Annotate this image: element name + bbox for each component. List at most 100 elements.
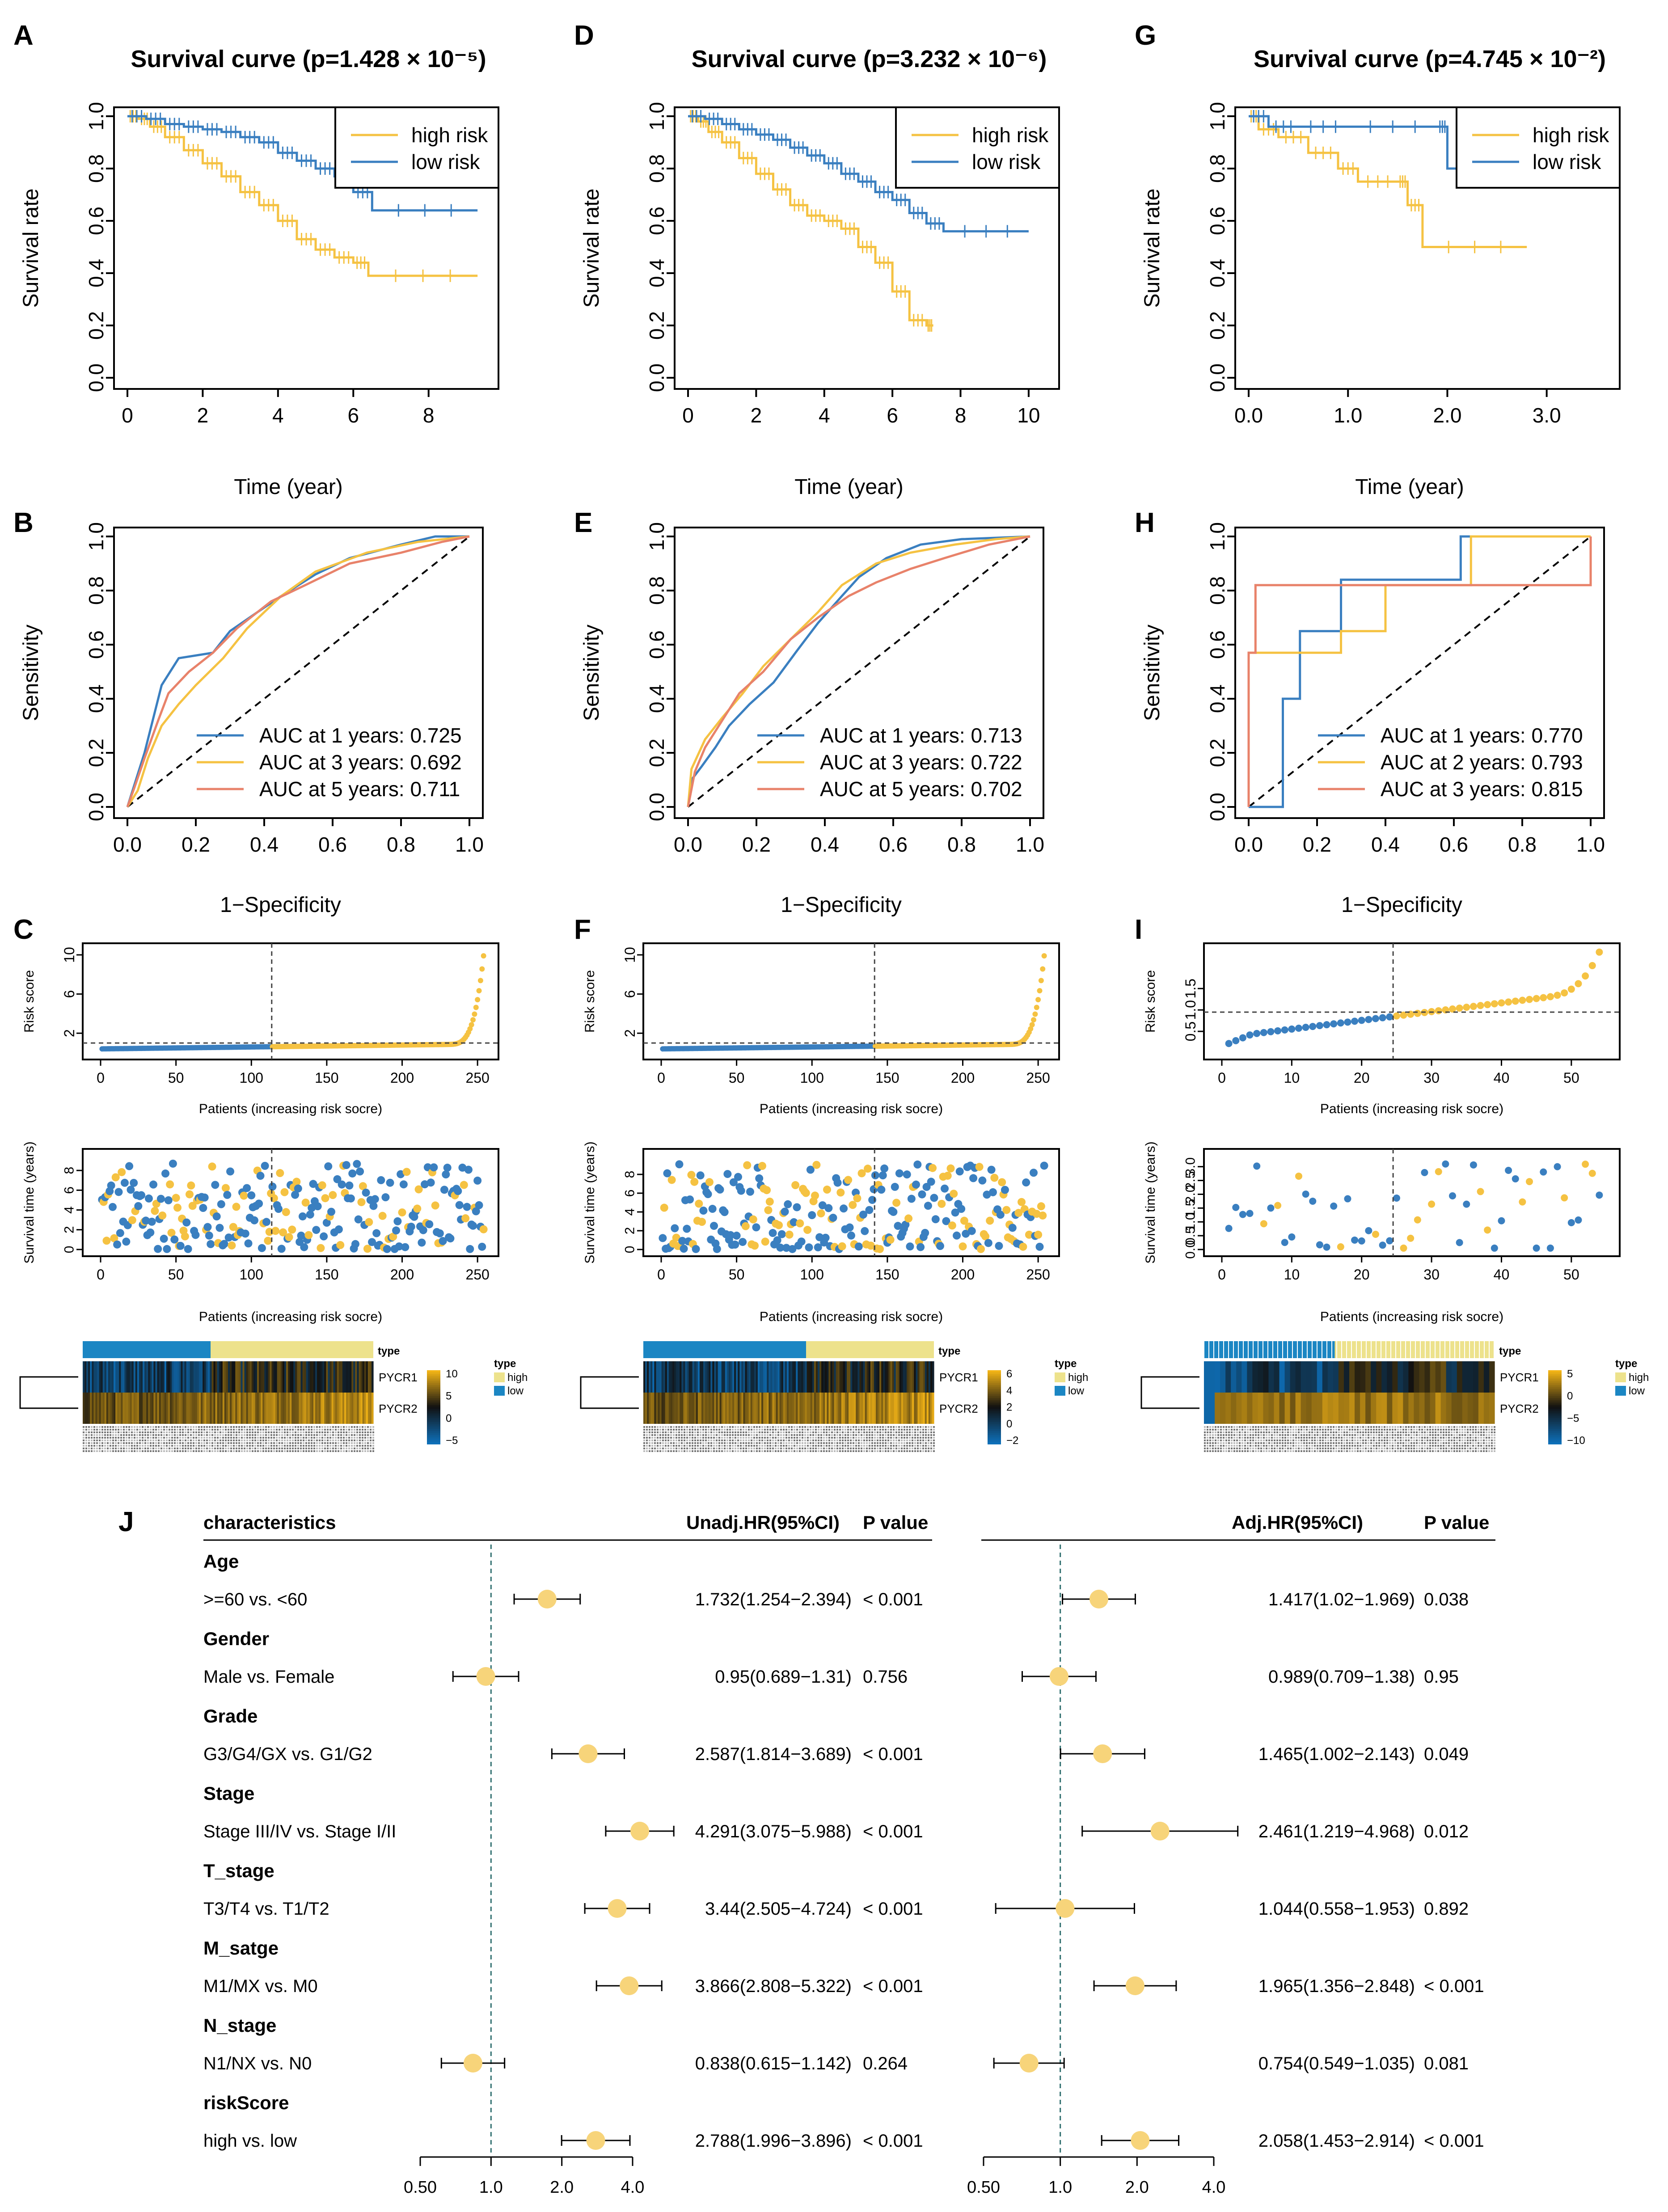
heat-cell xyxy=(135,1393,138,1424)
heat-cell xyxy=(1322,1361,1328,1393)
sample-name-glyph xyxy=(901,1445,903,1447)
sample-name-glyph xyxy=(1223,1429,1225,1431)
sample-name-glyph xyxy=(190,1448,192,1449)
heat-cell xyxy=(905,1393,907,1424)
sample-name-glyph xyxy=(343,1426,345,1428)
high-risk-curve xyxy=(1249,115,1527,248)
sample-name-glyph xyxy=(692,1431,693,1433)
heat-cell xyxy=(692,1393,695,1424)
sample-name-glyph xyxy=(1376,1426,1377,1428)
sample-name-glyph xyxy=(785,1450,787,1452)
heat-cell xyxy=(649,1361,651,1393)
heat-cell xyxy=(291,1361,294,1393)
sample-name-glyph xyxy=(1271,1429,1273,1431)
sample-name-glyph xyxy=(925,1426,927,1428)
sample-name-glyph xyxy=(1429,1426,1431,1428)
sample-name-glyph xyxy=(737,1448,739,1449)
risk-point xyxy=(1295,1024,1302,1032)
survival-point xyxy=(1267,1204,1275,1212)
sample-name-glyph xyxy=(654,1439,656,1441)
risk-point xyxy=(1253,1030,1261,1037)
sample-name-glyph xyxy=(724,1429,726,1431)
sample-name-glyph xyxy=(134,1445,135,1447)
sample-name-glyph xyxy=(179,1439,181,1441)
sample-name-glyph xyxy=(729,1434,731,1436)
km-title: Survival curve (p=3.232 × 10⁻⁶) xyxy=(692,46,1047,72)
sample-name-glyph xyxy=(689,1439,691,1441)
sample-name-glyph xyxy=(1314,1426,1316,1428)
y-tick-label: 2 xyxy=(622,1029,638,1037)
heat-cell xyxy=(907,1361,909,1393)
survival-point xyxy=(1463,1200,1470,1208)
survival-point xyxy=(357,1198,366,1207)
sample-name-glyph xyxy=(818,1445,819,1447)
heat-cell xyxy=(293,1361,296,1393)
sample-name-glyph xyxy=(705,1450,707,1452)
sample-name-glyph xyxy=(925,1439,927,1441)
sample-name-glyph xyxy=(815,1437,817,1439)
heat-cell xyxy=(697,1393,700,1424)
sample-name-glyph xyxy=(737,1434,739,1436)
sample-name-glyph xyxy=(152,1442,154,1444)
survival-point xyxy=(111,1173,120,1182)
sample-name-glyph xyxy=(214,1437,216,1439)
sample-name-glyph xyxy=(112,1439,114,1441)
sample-name-glyph xyxy=(748,1445,750,1447)
risk-point xyxy=(1449,1005,1456,1013)
sample-name-glyph xyxy=(252,1439,253,1441)
sample-name-glyph xyxy=(171,1426,173,1428)
sample-name-glyph xyxy=(356,1434,358,1436)
type-legend-swatch xyxy=(1055,1386,1065,1396)
heat-cell xyxy=(133,1361,136,1393)
heat-cell xyxy=(277,1393,279,1424)
sample-name-glyph xyxy=(885,1437,887,1439)
sample-name-glyph xyxy=(740,1450,742,1452)
survival-point xyxy=(300,1243,308,1251)
heat-cell xyxy=(166,1361,169,1393)
sample-name-glyph xyxy=(885,1434,887,1436)
sample-name-glyph xyxy=(877,1431,878,1433)
sample-name-glyph xyxy=(718,1445,720,1447)
heat-cell xyxy=(249,1361,252,1393)
sample-name-glyph xyxy=(759,1442,760,1444)
sample-name-glyph xyxy=(311,1426,312,1428)
survival-point xyxy=(708,1205,717,1213)
sample-name-glyph xyxy=(649,1442,650,1444)
heat-cell xyxy=(275,1361,278,1393)
heat-cell xyxy=(650,1361,653,1393)
sample-name-glyph xyxy=(692,1448,693,1449)
sample-name-glyph xyxy=(316,1442,318,1444)
sample-name-glyph xyxy=(163,1445,165,1447)
color-scale-step xyxy=(427,1389,440,1391)
sample-name-glyph xyxy=(686,1434,688,1436)
sample-name-glyph xyxy=(678,1439,680,1441)
sample-name-glyph xyxy=(1290,1429,1292,1431)
heat-cell xyxy=(652,1393,655,1424)
sample-name-glyph xyxy=(104,1442,106,1444)
sample-name-glyph xyxy=(230,1431,232,1433)
survival-point xyxy=(1428,1200,1436,1208)
sample-name-glyph xyxy=(225,1426,227,1428)
sample-name-glyph xyxy=(745,1448,747,1449)
survival-point xyxy=(749,1215,757,1224)
sample-name-glyph xyxy=(823,1450,825,1452)
survival-point xyxy=(957,1205,966,1213)
sample-name-glyph xyxy=(329,1448,331,1449)
sample-name-glyph xyxy=(115,1437,117,1439)
sample-name-glyph xyxy=(171,1437,173,1439)
survival-point xyxy=(199,1204,207,1212)
sample-name-glyph xyxy=(718,1434,720,1436)
sample-name-glyph xyxy=(305,1429,307,1431)
sample-name-glyph xyxy=(893,1431,895,1433)
sample-name-glyph xyxy=(324,1445,326,1447)
sample-name-glyph xyxy=(904,1431,905,1433)
sample-name-glyph xyxy=(756,1429,758,1431)
heat-row-label: PYCR1 xyxy=(1500,1371,1539,1384)
sample-name-glyph xyxy=(700,1439,701,1441)
sample-name-glyph xyxy=(155,1437,157,1439)
sample-name-glyph xyxy=(139,1448,141,1449)
sample-name-glyph xyxy=(185,1429,186,1431)
survival-point xyxy=(1035,1242,1044,1251)
heat-cell xyxy=(152,1361,154,1393)
sample-name-glyph xyxy=(179,1442,181,1444)
